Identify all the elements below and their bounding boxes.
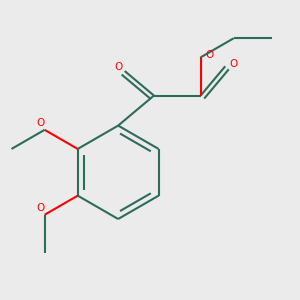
Text: O: O <box>36 203 44 213</box>
Text: O: O <box>114 62 122 72</box>
Text: O: O <box>230 59 238 69</box>
Text: O: O <box>205 50 213 60</box>
Text: O: O <box>36 118 44 128</box>
